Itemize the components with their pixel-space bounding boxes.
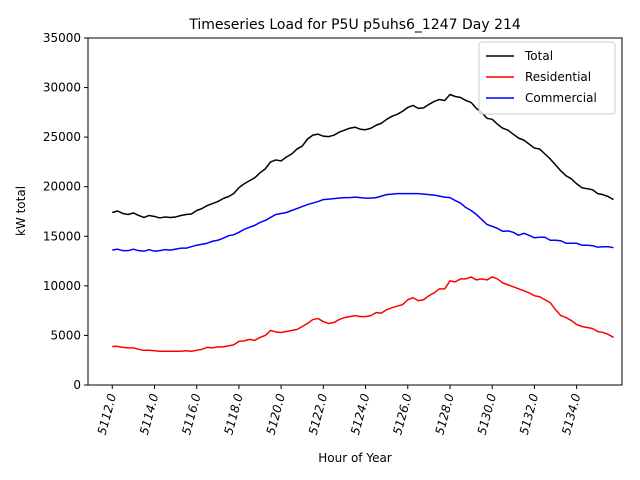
legend-box: [478, 41, 616, 115]
y-axis-label: kW total: [14, 186, 28, 236]
x-axis: 5112.0 5114.0 5116.0 5118.0 5120.0 5122.0 5124…: [95, 385, 584, 436]
x-tick-label: 5126.0: [390, 392, 414, 437]
y-tick-label: 15000: [43, 229, 81, 243]
chart-title: Timeseries Load for P5U p5uhs6_1247 Day …: [188, 17, 521, 33]
y-tick-label: 20000: [43, 180, 81, 194]
x-tick-label: 5122.0: [306, 392, 330, 437]
x-tick-label: 5116.0: [179, 392, 203, 437]
legend-label-total: Total: [524, 49, 553, 63]
y-tick-label: 35000: [43, 31, 81, 45]
legend-label-commercial: Commercial: [525, 91, 597, 105]
x-tick-label: 5114.0: [137, 392, 161, 437]
plot-frame: [87, 37, 623, 386]
x-tick-label: 5112.0: [95, 392, 119, 437]
x-tick-label: 5124.0: [348, 392, 372, 437]
legend-label-residential: Residential: [525, 70, 591, 84]
x-axis-label: Hour of Year: [318, 451, 392, 465]
x-tick-label: 5120.0: [264, 392, 288, 437]
y-tick-label: 0: [73, 378, 81, 392]
x-tick-label: 5134.0: [559, 392, 583, 437]
plot-area: [87, 37, 623, 386]
series-line-residential: [112, 276, 614, 353]
legend: Total Residential Commercial: [478, 41, 616, 115]
series-layer: [112, 93, 614, 353]
series-line-commercial: [112, 192, 614, 252]
x-tick-label: 5130.0: [475, 392, 499, 437]
y-tick-label: 30000: [43, 81, 81, 95]
y-axis: 0 5000 10000 15000 20000 25000 30000 35000: [43, 31, 88, 392]
x-tick-label: 5118.0: [221, 392, 245, 437]
x-tick-label: 5132.0: [517, 392, 541, 437]
series-line-total: [112, 93, 614, 219]
x-tick-label: 5128.0: [432, 392, 456, 437]
y-tick-label: 25000: [43, 130, 81, 144]
y-tick-label: 5000: [50, 328, 81, 342]
y-tick-label: 10000: [43, 279, 81, 293]
